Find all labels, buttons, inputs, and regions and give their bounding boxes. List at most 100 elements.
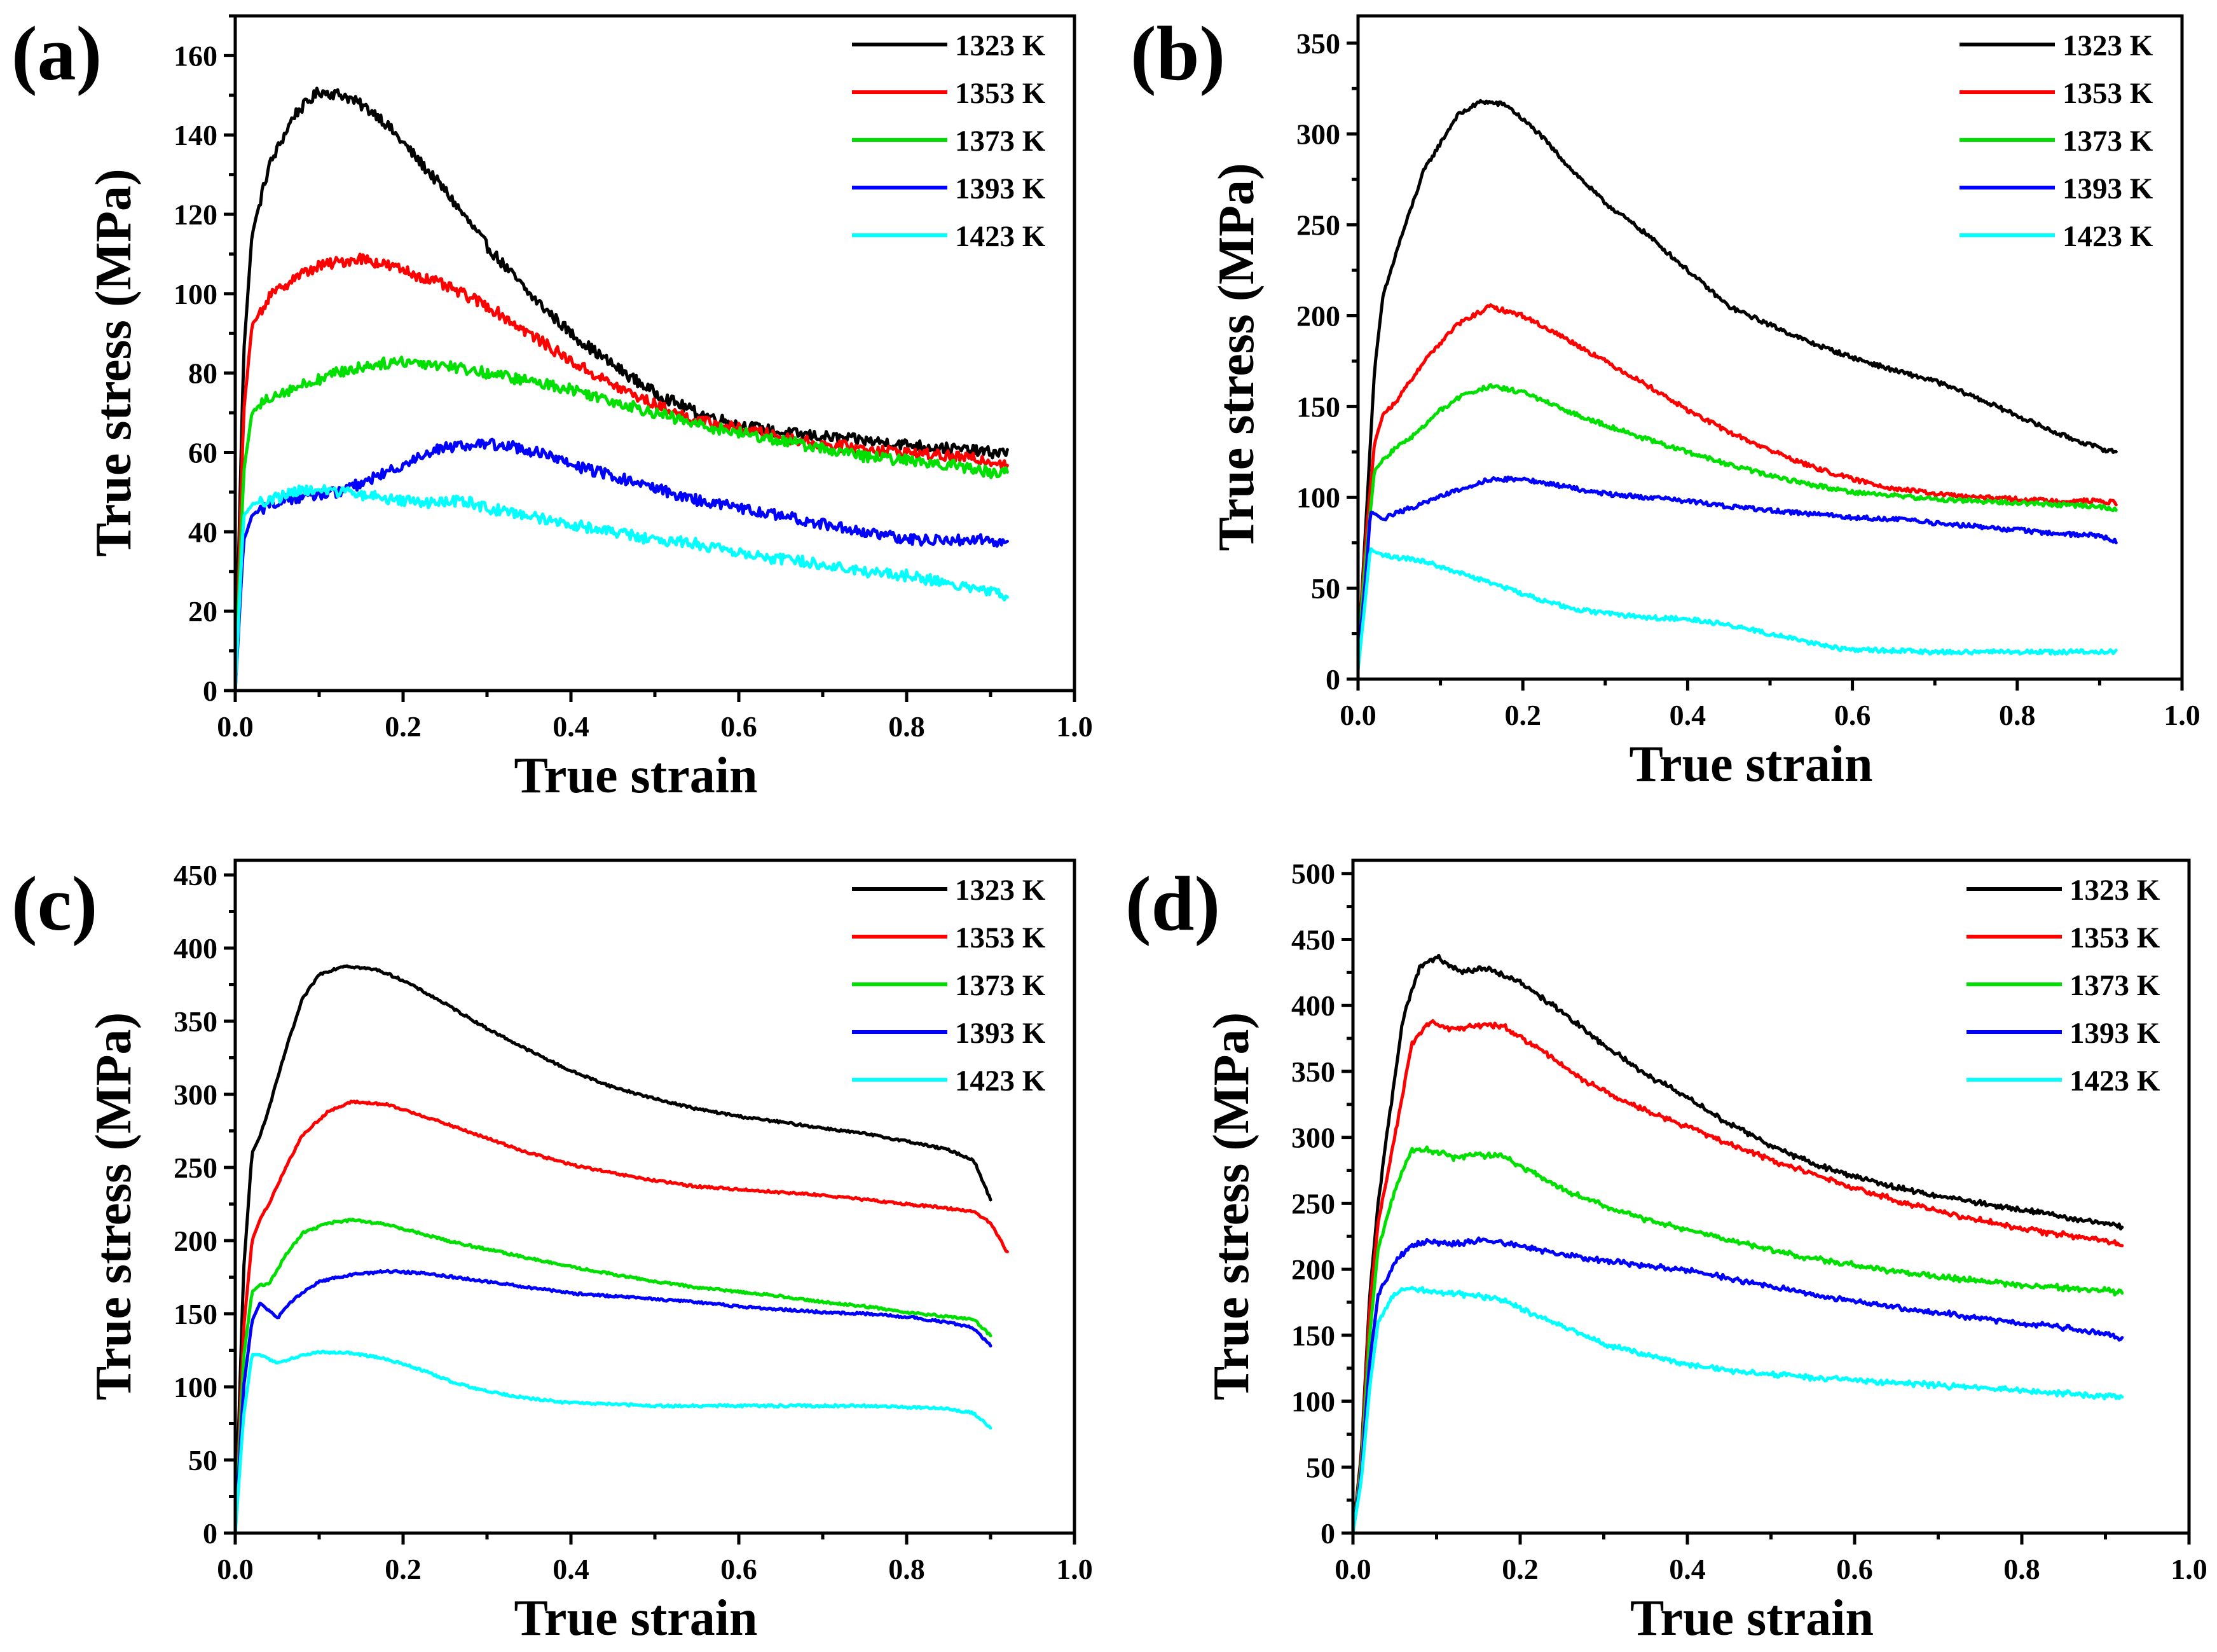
x-axis-title: True strain xyxy=(1630,1590,1874,1646)
y-tick-label: 300 xyxy=(174,1078,217,1111)
series-line-1373k xyxy=(1358,383,2118,654)
y-axis-title: True stress (MPa) xyxy=(1204,1012,1260,1400)
panel-label: (a) xyxy=(11,11,102,97)
x-tick-label: 0.6 xyxy=(720,1553,757,1585)
series-line-1373k xyxy=(235,1217,992,1533)
y-tick-label: 300 xyxy=(1291,1122,1335,1154)
y-tick-label: 300 xyxy=(1296,118,1340,151)
legend-label: 1353 K xyxy=(2063,77,2153,110)
legend-label: 1353 K xyxy=(955,77,1046,110)
series-line-1393k xyxy=(235,1269,992,1533)
x-tick-label: 0.8 xyxy=(1999,699,2036,731)
x-tick-label: 1.0 xyxy=(1056,710,1093,743)
y-tick-label: 350 xyxy=(1296,27,1340,60)
legend-label: 1323 K xyxy=(2069,874,2160,907)
y-tick-label: 0 xyxy=(203,675,217,707)
chart-panel-b: 0.0 0.2 0.4 0.6 0.8 1.0 0 50 100 150 200 250 300 350 T… xyxy=(1130,11,2200,792)
y-tick-label: 200 xyxy=(1296,299,1340,332)
legend-label: 1393 K xyxy=(955,1017,1046,1050)
x-tick-label: 0.4 xyxy=(1670,699,1706,731)
y-tick-label: 0 xyxy=(1326,663,1340,696)
plot-frame xyxy=(233,14,1076,692)
y-tick-label: 100 xyxy=(174,1371,217,1403)
series-line-1423k xyxy=(1358,547,2118,672)
plot-frame xyxy=(1351,858,2191,1535)
panel-label: (c) xyxy=(11,861,97,947)
y-tick-label: 500 xyxy=(1291,858,1335,890)
series-line-1353k xyxy=(1358,303,2118,654)
series-line-1323k xyxy=(235,964,992,1533)
y-axis-title: True stress (MPa) xyxy=(86,169,142,556)
legend-label: 1353 K xyxy=(2069,921,2160,954)
y-axis-title: True stress (MPa) xyxy=(86,1012,142,1400)
y-tick-label: 150 xyxy=(174,1298,217,1330)
y-axis-title: True stress (MPa) xyxy=(1209,163,1265,551)
y-tick-label: 100 xyxy=(1291,1386,1335,1418)
series-line-1323k xyxy=(1358,99,2118,663)
legend-label: 1393 K xyxy=(2063,172,2153,205)
y-tick-label: 350 xyxy=(174,1005,217,1038)
x-tick-label: 1.0 xyxy=(2164,699,2200,731)
x-axis-title: True strain xyxy=(514,748,758,804)
x-tick-label: 0.0 xyxy=(217,1553,254,1585)
y-tick-label: 150 xyxy=(1291,1319,1335,1352)
legend-label: 1373 K xyxy=(2069,969,2160,1002)
x-tick-label: 0.0 xyxy=(1335,1553,1371,1585)
legend-label: 1323 K xyxy=(955,874,1046,907)
x-tick-label: 0.4 xyxy=(553,1553,589,1585)
y-tick-label: 120 xyxy=(174,198,217,231)
legend-label: 1353 K xyxy=(955,921,1046,954)
legend-label: 1423 K xyxy=(955,220,1046,253)
y-tick-label: 400 xyxy=(1291,989,1335,1022)
y-tick-label: 200 xyxy=(174,1225,217,1257)
series-line-1393k xyxy=(235,437,1009,691)
x-tick-label: 0.2 xyxy=(1504,699,1541,731)
y-tick-label: 20 xyxy=(188,595,217,628)
series-line-1373k xyxy=(1353,1145,2124,1533)
y-tick-label: 350 xyxy=(1291,1056,1335,1088)
x-tick-label: 0.8 xyxy=(888,1553,925,1585)
panel-label: (d) xyxy=(1125,861,1220,947)
plot-frame xyxy=(233,858,1076,1535)
chart-panel-c: 0.0 0.2 0.4 0.6 0.8 1.0 0 50 100 150 200 250 300 350 4… xyxy=(11,858,1093,1646)
y-tick-label: 450 xyxy=(174,859,217,891)
series-line-1423k xyxy=(235,1349,992,1533)
legend-label: 1323 K xyxy=(2063,29,2153,62)
x-tick-label: 1.0 xyxy=(1056,1553,1093,1585)
y-tick-label: 50 xyxy=(188,1444,217,1476)
y-tick-label: 50 xyxy=(1306,1451,1335,1483)
x-tick-label: 0.0 xyxy=(217,710,254,743)
series-line-1323k xyxy=(235,86,1009,691)
legend-label: 1323 K xyxy=(955,29,1046,62)
y-tick-label: 100 xyxy=(174,278,217,310)
y-tick-label: 250 xyxy=(174,1152,217,1184)
legend-label: 1373 K xyxy=(2063,125,2153,158)
series-line-1353k xyxy=(235,1099,1009,1533)
y-tick-label: 40 xyxy=(188,516,217,548)
legend-label: 1393 K xyxy=(955,172,1046,205)
series-line-1393k xyxy=(1353,1236,2124,1533)
x-axis-title: True strain xyxy=(514,1590,758,1646)
x-tick-label: 0.4 xyxy=(1669,1553,1706,1585)
y-tick-label: 0 xyxy=(1321,1517,1335,1550)
y-tick-label: 450 xyxy=(1291,923,1335,956)
panel-label: (b) xyxy=(1130,11,1225,97)
x-tick-label: 0.8 xyxy=(888,710,925,743)
series-line-1323k xyxy=(1353,953,2124,1533)
chart-panel-d: 0.0 0.2 0.4 0.6 0.8 1.0 0 50 100 150 200 250 300 350 4… xyxy=(1125,858,2207,1646)
y-tick-label: 100 xyxy=(1296,481,1340,514)
y-tick-label: 250 xyxy=(1296,209,1340,242)
x-tick-label: 0.8 xyxy=(2003,1553,2040,1585)
x-axis-title: True strain xyxy=(1630,736,1873,792)
series-line-1393k xyxy=(1358,475,2118,663)
y-tick-label: 50 xyxy=(1311,572,1340,605)
series-line-1353k xyxy=(235,252,1009,691)
y-tick-label: 160 xyxy=(174,39,217,72)
legend-label: 1373 K xyxy=(955,969,1046,1002)
x-tick-label: 0.2 xyxy=(385,710,422,743)
x-tick-label: 0.0 xyxy=(1340,699,1376,731)
y-tick-label: 150 xyxy=(1296,390,1340,423)
series-line-1423k xyxy=(1353,1286,2124,1533)
x-tick-label: 1.0 xyxy=(2171,1553,2207,1585)
